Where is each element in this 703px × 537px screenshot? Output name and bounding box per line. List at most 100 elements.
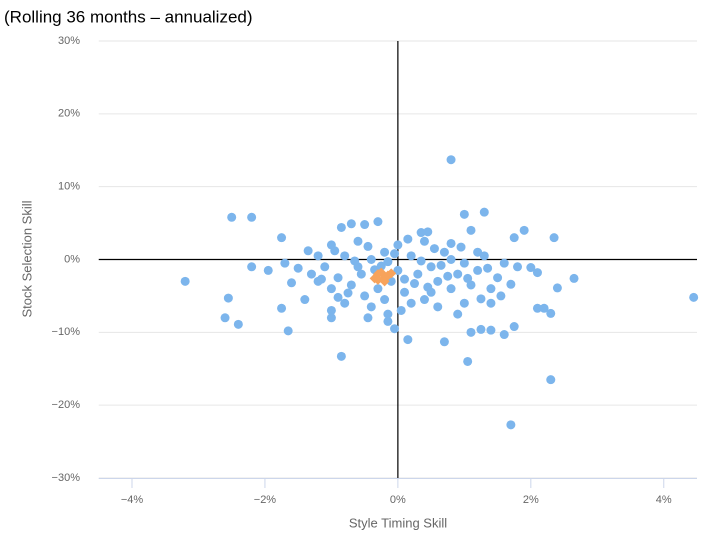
point bbox=[406, 298, 416, 308]
x-tick-label: −2% bbox=[254, 494, 277, 506]
point bbox=[526, 263, 536, 273]
point bbox=[340, 298, 350, 308]
point bbox=[446, 155, 456, 165]
point bbox=[519, 225, 529, 235]
point bbox=[366, 255, 376, 264]
y-tick-label: 10% bbox=[58, 181, 80, 193]
point bbox=[473, 265, 483, 275]
point bbox=[493, 273, 503, 283]
x-tick-label: 2% bbox=[523, 494, 539, 506]
point bbox=[486, 325, 496, 335]
point bbox=[409, 279, 419, 289]
point bbox=[549, 233, 559, 243]
point bbox=[380, 247, 390, 257]
point bbox=[476, 324, 486, 334]
point bbox=[463, 273, 473, 283]
point bbox=[313, 251, 323, 261]
point bbox=[383, 309, 393, 319]
point bbox=[283, 326, 293, 336]
point bbox=[463, 356, 473, 366]
point bbox=[403, 234, 413, 244]
point bbox=[393, 265, 403, 275]
point bbox=[363, 241, 373, 251]
point bbox=[453, 269, 463, 279]
point bbox=[353, 236, 363, 246]
point bbox=[423, 227, 433, 237]
point bbox=[316, 274, 326, 284]
point bbox=[263, 265, 273, 275]
y-tick-label: 0% bbox=[64, 253, 80, 265]
point bbox=[340, 251, 350, 261]
point bbox=[333, 292, 343, 302]
point bbox=[326, 284, 336, 294]
point bbox=[446, 238, 456, 248]
point bbox=[486, 298, 496, 308]
y-axis-label: Stock Selection Skill bbox=[19, 200, 34, 317]
point bbox=[416, 256, 426, 266]
point bbox=[546, 308, 556, 318]
point bbox=[366, 302, 376, 312]
point bbox=[443, 271, 453, 281]
point bbox=[277, 233, 287, 243]
y-tick-label: −10% bbox=[52, 326, 81, 338]
point bbox=[479, 207, 489, 217]
point bbox=[466, 327, 476, 337]
point bbox=[383, 316, 393, 326]
y-tick-label: −20% bbox=[52, 399, 81, 411]
point bbox=[479, 251, 489, 261]
point bbox=[476, 294, 486, 304]
point bbox=[406, 251, 416, 261]
point bbox=[419, 236, 429, 246]
point bbox=[499, 330, 509, 340]
point bbox=[360, 220, 370, 230]
point bbox=[446, 284, 456, 294]
point bbox=[509, 322, 519, 332]
point bbox=[459, 209, 469, 219]
point bbox=[223, 293, 233, 303]
point bbox=[532, 268, 542, 278]
point bbox=[360, 291, 370, 301]
point bbox=[390, 324, 400, 334]
point bbox=[293, 263, 303, 273]
point bbox=[483, 263, 493, 273]
point bbox=[446, 255, 456, 264]
point bbox=[373, 217, 383, 227]
point bbox=[227, 212, 237, 222]
point bbox=[356, 269, 366, 279]
point bbox=[426, 287, 436, 297]
point bbox=[280, 258, 290, 268]
point bbox=[419, 295, 429, 305]
point bbox=[506, 420, 516, 430]
point bbox=[373, 284, 383, 294]
point bbox=[496, 291, 506, 301]
point bbox=[336, 222, 346, 232]
axes: −30% −20% −10% 0% 10% 20% 30% −4% −2% 0% 2% 4% bbox=[52, 35, 697, 506]
point bbox=[459, 258, 469, 268]
point bbox=[453, 309, 463, 319]
point bbox=[287, 278, 297, 288]
point bbox=[569, 273, 579, 283]
x-axis-label: Style Timing Skill bbox=[349, 515, 447, 530]
point bbox=[300, 295, 310, 305]
point bbox=[343, 288, 353, 298]
point bbox=[383, 257, 393, 267]
diamond-point bbox=[379, 276, 390, 287]
point bbox=[439, 337, 449, 347]
x-tick-label: −4% bbox=[121, 494, 144, 506]
point bbox=[380, 295, 390, 305]
point bbox=[396, 305, 406, 315]
point bbox=[513, 262, 523, 272]
point bbox=[486, 284, 496, 294]
point bbox=[330, 246, 340, 256]
point bbox=[400, 287, 410, 297]
point bbox=[466, 225, 476, 235]
point bbox=[346, 280, 356, 290]
point bbox=[506, 279, 516, 289]
point bbox=[539, 303, 549, 313]
x-tick-label: 4% bbox=[656, 494, 672, 506]
point bbox=[350, 256, 360, 266]
point bbox=[546, 375, 556, 385]
x-tick-label: 0% bbox=[390, 494, 406, 506]
point bbox=[306, 269, 316, 279]
